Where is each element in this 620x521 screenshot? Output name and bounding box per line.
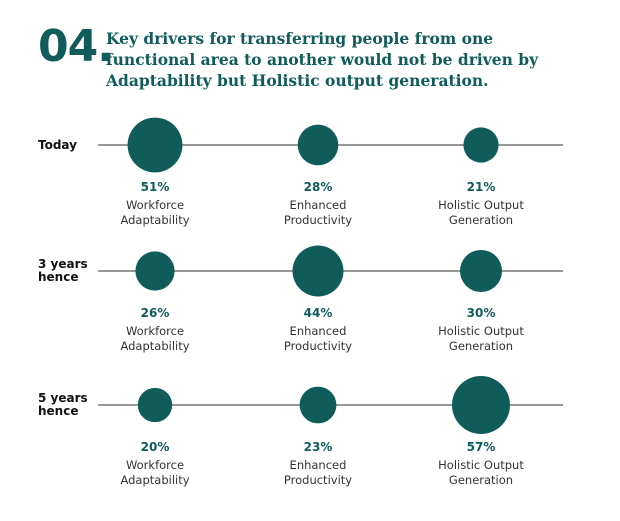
category-label: Workforce Adaptability xyxy=(120,198,189,227)
header: 04. Key drivers for transferring people … xyxy=(38,22,598,102)
data-label: 30% xyxy=(467,306,496,320)
data-label: 51% xyxy=(141,180,170,194)
data-label: 23% xyxy=(304,440,333,454)
chart-title: Key drivers for transferring people from… xyxy=(106,29,539,90)
data-label: 57% xyxy=(467,440,496,454)
category-label: Enhanced Productivity xyxy=(284,198,352,227)
row-label: 5 years hence xyxy=(38,391,88,418)
section-number: 04. xyxy=(38,21,114,72)
category-label: Workforce Adaptability xyxy=(120,324,189,353)
category-label: Enhanced Productivity xyxy=(284,324,352,353)
bubble xyxy=(297,124,339,166)
category-label: Holistic Output Generation xyxy=(438,198,524,227)
category-label: Enhanced Productivity xyxy=(284,458,352,487)
row-label: 3 years hence xyxy=(38,257,88,284)
category-label: Workforce Adaptability xyxy=(120,458,189,487)
data-label: 28% xyxy=(304,180,333,194)
category-label: Holistic Output Generation xyxy=(438,324,524,353)
bubble xyxy=(135,251,175,291)
bubble xyxy=(463,127,499,163)
bubble xyxy=(459,249,503,293)
row-label: Today xyxy=(38,138,77,152)
bubble xyxy=(299,386,337,424)
bubble xyxy=(452,376,510,434)
bubble xyxy=(292,245,344,297)
data-label: 20% xyxy=(141,440,170,454)
category-label: Holistic Output Generation xyxy=(438,458,524,487)
data-label: 26% xyxy=(141,306,170,320)
bubble xyxy=(137,387,173,423)
data-label: 21% xyxy=(467,180,496,194)
bubble xyxy=(127,117,183,173)
data-label: 44% xyxy=(304,306,333,320)
